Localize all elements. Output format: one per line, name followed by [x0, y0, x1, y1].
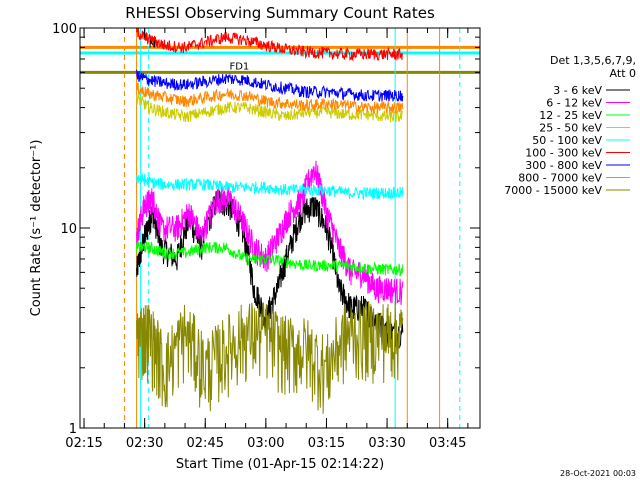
- y-tick-label: 1: [69, 422, 77, 437]
- x-tick-label: 03:15: [308, 436, 345, 451]
- annotation-1: FD1: [229, 62, 249, 73]
- series-line-50-100-kev: [136, 172, 404, 201]
- x-tick-label: 02:45: [187, 436, 224, 451]
- series-line-7000-15000-kev: [136, 300, 404, 414]
- y-tick-label: 100: [52, 22, 77, 37]
- plot-content: N FD1: [80, 27, 480, 428]
- y-axis: 1 10 100: [52, 22, 480, 437]
- x-axis: 02:15 02:30 02:45 03:00 03:15 03:30 03:45: [65, 28, 469, 451]
- legend-label: 800 - 7000 keV: [518, 172, 602, 185]
- legend-label: 300 - 800 keV: [525, 159, 602, 172]
- x-axis-label: Start Time (01-Apr-15 02:14:22): [176, 457, 384, 472]
- chart-title: RHESSI Observing Summary Count Rates: [125, 4, 435, 22]
- series-line-25-50-kev: [136, 93, 404, 123]
- legend-label: 25 - 50 keV: [539, 122, 602, 135]
- legend-label: 7000 - 15000 keV: [504, 184, 602, 197]
- legend-header-line-2: Att 0: [610, 67, 636, 80]
- x-tick-label: 03:45: [429, 436, 466, 451]
- x-tick-label: 02:30: [126, 436, 163, 451]
- y-axis-label: Count Rate (s⁻¹ detector⁻¹): [29, 140, 44, 317]
- y-tick-label: 10: [60, 222, 77, 237]
- footer-date: 28-Oct-2021 00:03: [560, 469, 636, 478]
- legend-label: 3 - 6 keV: [553, 84, 602, 97]
- x-tick-label: 02:15: [65, 436, 102, 451]
- legend-label: 12 - 25 keV: [539, 109, 602, 122]
- series-line-12-25-kev: [136, 241, 404, 277]
- series-line-100-300-kev: [136, 27, 404, 62]
- series-line-800-7000-kev: [136, 83, 404, 114]
- series-line-300-800-kev: [136, 69, 404, 102]
- legend-label: 6 - 12 keV: [546, 97, 602, 110]
- x-tick-label: 03:30: [368, 436, 405, 451]
- annotation-0: N: [149, 39, 156, 50]
- x-tick-label: 03:00: [247, 436, 284, 451]
- legend-header-line-1: Det 1,3,5,6,7,9,: [550, 54, 636, 67]
- legend-label: 100 - 300 keV: [525, 147, 602, 160]
- legend-label: 50 - 100 keV: [532, 134, 602, 147]
